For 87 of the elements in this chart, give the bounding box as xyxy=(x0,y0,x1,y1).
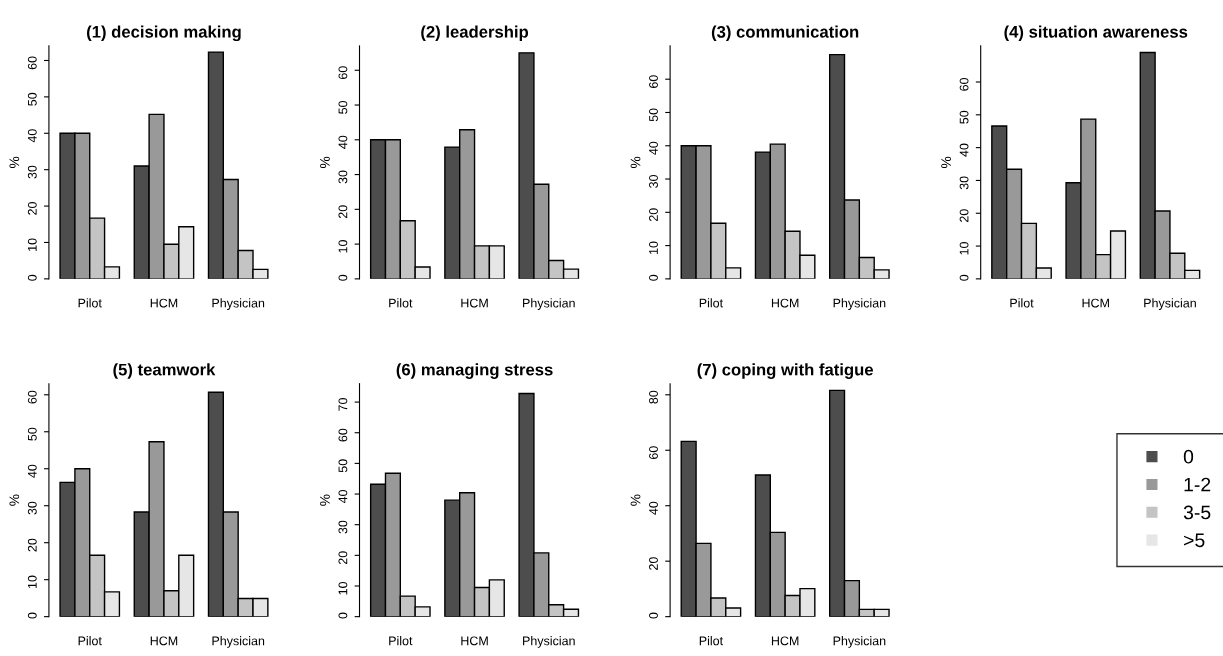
y-tick-label: 30 xyxy=(27,501,37,515)
x-tick-label: Physician xyxy=(212,298,265,310)
y-axis-title: % xyxy=(630,156,641,169)
y-tick-label: 20 xyxy=(338,205,348,219)
y-tick-label: 0 xyxy=(27,274,37,281)
y-tick-label: 50 xyxy=(27,427,37,441)
y-tick-label: 40 xyxy=(338,489,348,504)
y-tick-label: 10 xyxy=(27,238,37,251)
chart-title: (4) situation awareness xyxy=(1004,25,1188,42)
y-tick-label: 10 xyxy=(338,581,348,595)
x-tick-label: Pilot xyxy=(389,298,413,308)
y-tick-label: 10 xyxy=(649,241,658,255)
y-tick-label: 60 xyxy=(959,77,969,91)
x-tick-label: Physician xyxy=(212,636,265,648)
y-tick-label: 60 xyxy=(649,75,658,88)
y-tick-label: 50 xyxy=(649,108,658,122)
y-tick-label: 40 xyxy=(27,129,37,143)
legend-label: 0 xyxy=(1183,449,1194,464)
y-tick-label: 60 xyxy=(649,446,658,459)
x-tick-label: HCM xyxy=(461,636,488,646)
x-tick-label: HCM xyxy=(771,298,799,308)
y-axis-title: % xyxy=(9,494,20,506)
y-tick-label: 40 xyxy=(649,501,658,515)
y-tick-label: 20 xyxy=(27,202,37,215)
y-tick-label: 40 xyxy=(649,141,658,155)
x-tick-label: Pilot xyxy=(78,298,102,308)
legend-label: >5 xyxy=(1184,533,1205,548)
chart-title: (6) managing stress xyxy=(396,363,553,379)
y-tick-label: 50 xyxy=(959,110,969,124)
legend-label: 3-5 xyxy=(1183,505,1211,520)
chart-title: (1) decision making xyxy=(87,25,241,42)
y-tick-label: 40 xyxy=(338,135,348,149)
x-tick-label: Pilot xyxy=(389,636,413,646)
y-tick-label: 20 xyxy=(649,557,658,570)
y-tick-label: 30 xyxy=(959,176,969,190)
x-tick-label: Physician xyxy=(833,636,886,648)
y-axis-title: % xyxy=(630,494,641,506)
y-tick-label: 30 xyxy=(27,165,37,179)
x-tick-label: Pilot xyxy=(1010,298,1034,308)
y-tick-label: 20 xyxy=(27,538,37,552)
x-tick-label: HCM xyxy=(150,636,178,646)
chart-title: (2) leadership xyxy=(421,25,529,42)
y-tick-label: 50 xyxy=(27,92,37,106)
y-tick-label: 10 xyxy=(27,575,37,589)
y-tick-label: 0 xyxy=(959,274,969,281)
x-tick-label: Pilot xyxy=(699,636,723,646)
x-tick-label: Physician xyxy=(523,298,575,310)
y-tick-label: 60 xyxy=(27,56,37,70)
y-tick-label: 70 xyxy=(338,398,348,411)
y-tick-label: 0 xyxy=(27,612,37,619)
y-axis-title: % xyxy=(320,494,330,506)
y-tick-label: 20 xyxy=(959,209,969,222)
y-tick-label: 60 xyxy=(338,428,348,442)
y-tick-label: 10 xyxy=(959,242,969,255)
chart-title: (7) coping with fatigue xyxy=(697,363,873,379)
y-tick-label: 0 xyxy=(338,612,348,619)
y-tick-label: 50 xyxy=(338,100,348,114)
y-tick-label: 60 xyxy=(338,66,348,79)
y-tick-label: 30 xyxy=(338,520,348,534)
y-tick-label: 80 xyxy=(649,390,658,404)
y-tick-label: 30 xyxy=(649,174,658,188)
y-tick-label: 50 xyxy=(338,459,348,473)
y-tick-label: 0 xyxy=(338,274,348,281)
x-tick-label: Pilot xyxy=(78,636,102,646)
x-tick-label: HCM xyxy=(771,636,799,646)
chart-title: (3) communication xyxy=(711,25,859,42)
x-tick-label: HCM xyxy=(461,298,488,308)
x-tick-label: Physician xyxy=(833,298,886,310)
y-axis-title: % xyxy=(320,156,330,169)
x-tick-label: Pilot xyxy=(699,298,723,308)
y-tick-label: 60 xyxy=(27,390,37,404)
y-tick-label: 0 xyxy=(649,612,658,619)
chart-title: (5) teamwork xyxy=(113,363,216,379)
y-tick-label: 40 xyxy=(27,464,37,478)
y-tick-label: 10 xyxy=(338,240,348,253)
y-tick-label: 20 xyxy=(649,208,658,222)
x-tick-label: Physician xyxy=(523,636,575,648)
y-tick-label: 30 xyxy=(338,170,348,184)
y-tick-label: 0 xyxy=(649,274,658,281)
x-tick-label: HCM xyxy=(1082,298,1109,308)
y-axis-title: % xyxy=(941,156,951,169)
y-tick-label: 20 xyxy=(338,551,348,565)
legend-label: 1-2 xyxy=(1184,477,1211,492)
x-tick-label: HCM xyxy=(150,298,178,308)
y-tick-label: 40 xyxy=(959,143,969,157)
x-tick-label: Physician xyxy=(1144,298,1196,310)
y-axis-title: % xyxy=(9,156,20,169)
